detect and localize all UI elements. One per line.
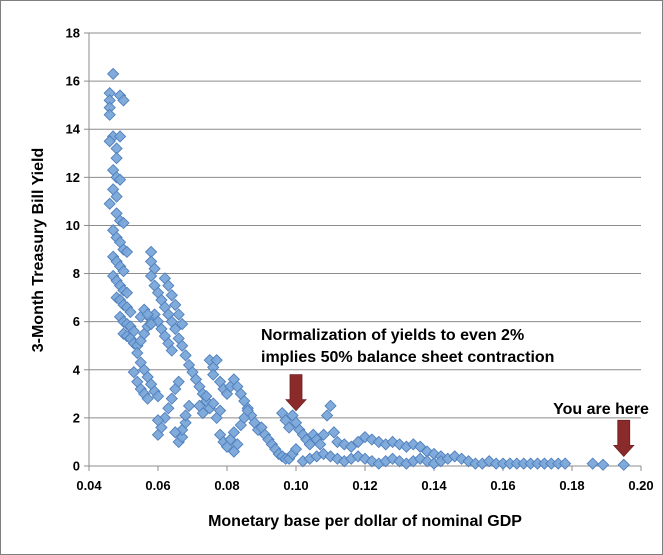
y-tick-label: 18 <box>66 26 80 41</box>
data-point <box>110 190 123 203</box>
data-point <box>176 317 189 331</box>
data-point <box>117 216 130 230</box>
data-point <box>120 245 134 259</box>
data-point <box>141 392 154 405</box>
data-point <box>179 349 192 362</box>
data-point <box>131 346 144 360</box>
data-point <box>314 438 327 451</box>
x-tick-label: 0.08 <box>214 478 239 493</box>
data-point <box>151 390 165 403</box>
data-point <box>207 368 220 381</box>
annotation-text: You are here <box>553 401 649 418</box>
data-point <box>179 416 192 429</box>
x-tick-label: 0.06 <box>145 478 170 493</box>
annotation-arrow <box>285 374 307 412</box>
data-point <box>320 409 334 422</box>
data-point <box>144 317 158 331</box>
data-point <box>327 426 341 439</box>
data-point <box>213 404 227 417</box>
x-tick-label: 0.18 <box>559 478 584 493</box>
data-point <box>179 409 192 422</box>
data-point <box>172 375 185 388</box>
data-point <box>210 354 223 367</box>
data-point <box>110 151 123 165</box>
data-point <box>303 438 316 451</box>
y-tick-label: 4 <box>73 362 81 377</box>
data-point <box>162 279 175 292</box>
data-point <box>172 308 185 321</box>
data-point <box>317 428 330 441</box>
data-point <box>117 265 130 278</box>
annotation-text: implies 50% balance sheet contraction <box>261 349 554 366</box>
data-point <box>103 135 116 148</box>
data-point <box>289 443 303 456</box>
data-point <box>596 458 610 471</box>
data-point <box>227 445 241 458</box>
x-axis-title: Monetary base per dollar of nominal GDP <box>208 513 522 530</box>
data-point <box>165 392 178 405</box>
x-tick-label: 0.14 <box>421 478 447 493</box>
data-point <box>193 399 206 412</box>
data-point <box>124 305 137 319</box>
data-point <box>169 322 182 336</box>
y-tick-label: 0 <box>73 459 80 474</box>
data-point <box>141 308 154 321</box>
data-point <box>182 399 196 412</box>
data-point <box>162 402 175 415</box>
y-tick-label: 16 <box>66 74 80 89</box>
y-tick-label: 2 <box>73 410 80 425</box>
x-tick-label: 0.12 <box>352 478 377 493</box>
data-point <box>169 298 182 311</box>
data-point <box>414 440 427 453</box>
data-point <box>113 173 127 186</box>
data-point <box>165 289 178 302</box>
x-tick-label: 0.16 <box>490 478 515 493</box>
y-tick-label: 14 <box>66 122 81 137</box>
y-tick-label: 6 <box>73 314 80 329</box>
annotations: Normalization of yields to even 2% implie… <box>261 327 649 457</box>
data-point <box>169 426 182 439</box>
y-tick-label: 10 <box>66 218 80 233</box>
tick-labels: 0 2 4 6 8 10 12 14 16 18 0.04 0.06 0.08 0.10 0.12 0.14 0… <box>66 26 654 494</box>
data-point <box>120 286 134 299</box>
annotation-arrow <box>612 419 635 457</box>
data-point <box>207 397 220 410</box>
data-points <box>103 67 630 471</box>
data-point <box>103 197 116 210</box>
data-point <box>617 458 630 471</box>
data-point <box>558 457 572 470</box>
data-point <box>282 421 296 434</box>
data-point <box>117 94 130 107</box>
data-point <box>324 399 337 412</box>
data-point <box>351 435 365 449</box>
data-point <box>113 130 127 143</box>
data-point <box>586 457 599 470</box>
data-point <box>165 344 178 357</box>
y-axis-title: 3-Month Treasury Bill Yield <box>30 148 47 353</box>
data-point <box>241 404 254 417</box>
x-tick-label: 0.20 <box>628 478 653 493</box>
data-point <box>151 414 165 427</box>
data-point <box>107 67 120 81</box>
data-point <box>345 440 358 453</box>
data-point <box>227 426 241 439</box>
data-point <box>176 430 189 444</box>
y-tick-label: 12 <box>66 170 80 185</box>
data-point <box>103 108 116 121</box>
x-tick-label: 0.10 <box>283 478 308 493</box>
y-tick-label: 8 <box>73 266 80 281</box>
data-point <box>176 339 189 352</box>
data-point <box>200 390 213 403</box>
x-tick-label: 0.04 <box>76 478 102 493</box>
annotation-text: Normalization of yields to even 2% <box>261 327 524 344</box>
data-point <box>144 269 158 283</box>
data-point <box>127 366 140 379</box>
